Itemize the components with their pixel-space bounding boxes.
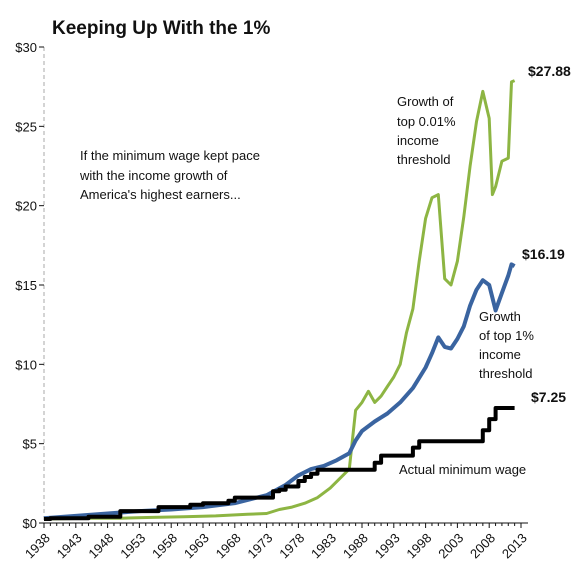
y-tick-label: $30 (15, 40, 37, 55)
series-line-top1 (43, 262, 516, 521)
x-tick-label: 1953 (117, 530, 148, 561)
end-label-actual: $7.25 (531, 389, 566, 405)
top1-annotation: Growth of top 1% income threshold (479, 309, 538, 381)
top1-line-1: Growth (479, 309, 521, 324)
top001-line-1: Growth of (397, 94, 454, 109)
top001-line-3: income (397, 133, 439, 148)
x-tick-label: 1973 (244, 530, 275, 561)
y-tick-label: $0 (23, 516, 37, 531)
x-tick-label: 2003 (435, 530, 466, 561)
end-label-top1: $16.19 (522, 246, 565, 262)
intro-annotation: If the minimum wage kept pace with the i… (79, 148, 264, 202)
top001-line-4: threshold (397, 152, 450, 167)
intro-line-3: America's highest earners... (80, 187, 241, 202)
intro-line-2: with the income growth of (79, 168, 228, 183)
end-label-top001: $27.88 (528, 63, 571, 79)
x-tick-label: 1983 (308, 530, 339, 561)
series-line-top001 (43, 79, 516, 521)
x-tick-label: 1958 (149, 530, 180, 561)
top1-line-3: income (479, 347, 521, 362)
intro-line-1: If the minimum wage kept pace (80, 148, 260, 163)
y-axis-ticks: $0 $5 $10 $15 $20 $25 $30 (15, 40, 44, 531)
top1-line-2: of top 1% (479, 328, 534, 343)
y-tick-label: $15 (15, 278, 37, 293)
y-tick-label: $20 (15, 199, 37, 214)
top001-line-2: top 0.01% (397, 114, 456, 129)
x-tick-label: 1943 (54, 530, 85, 561)
y-tick-label: $5 (23, 437, 37, 452)
y-tick-label: $25 (15, 119, 37, 134)
actual-wage-annotation: Actual minimum wage (399, 462, 526, 477)
x-tick-label: 1968 (213, 530, 244, 561)
x-tick-label: 2013 (499, 530, 530, 561)
x-tick-label: 1993 (372, 530, 403, 561)
x-tick-label: 1998 (403, 530, 434, 561)
x-tick-label: 1988 (340, 530, 371, 561)
x-tick-label: 1948 (85, 530, 116, 561)
chart-title: Keeping Up With the 1% (52, 18, 270, 39)
series-lines (43, 79, 516, 521)
x-tick-label: 1978 (276, 530, 307, 561)
x-tick-label: 2008 (467, 530, 498, 561)
x-tick-label: 1938 (22, 530, 53, 561)
top001-annotation: Growth of top 0.01% income threshold (397, 94, 459, 167)
x-axis-ticks: 1938 1943 1948 1953 1958 1963 1968 1973 1978 1983… (22, 523, 530, 561)
series-line-actual (44, 406, 515, 521)
x-tick-label: 1963 (181, 530, 212, 561)
top1-line-4: threshold (479, 366, 532, 381)
y-tick-label: $10 (15, 357, 37, 372)
